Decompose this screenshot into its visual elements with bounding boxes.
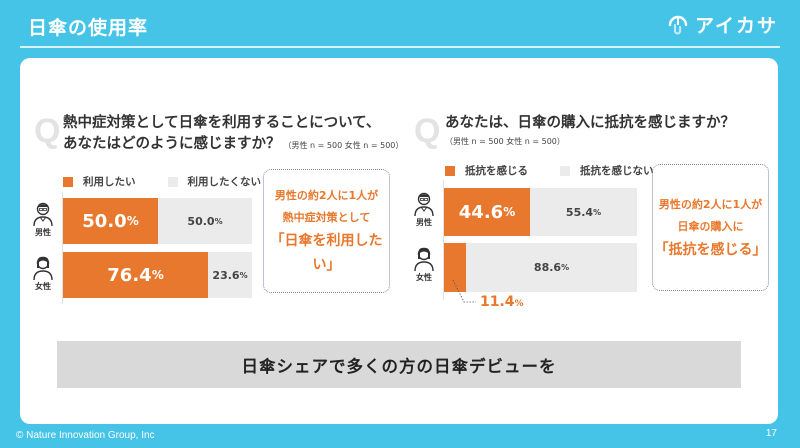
callout-line: 日傘の購入に xyxy=(677,219,744,233)
bar-segment-no: 88.6% xyxy=(466,243,637,292)
legend-item: 利用したい xyxy=(63,174,136,189)
bar-segment-no: 55.4% xyxy=(530,188,637,236)
right-callout: 男性の約2人に1人が 日傘の購入に 「抵抗を感じる」 xyxy=(652,164,769,291)
row-label: 女性 xyxy=(35,282,51,291)
copyright-text: © Nature Innovation Group, Inc xyxy=(16,430,155,441)
right-sample-note: （男性 n = 500 女性 n = 500） xyxy=(445,137,565,146)
left-sample-note: （男性 n = 500 女性 n = 500） xyxy=(283,141,404,150)
row-label: 男性 xyxy=(416,218,432,227)
legend-swatch-orange xyxy=(63,176,73,187)
legend-swatch-orange xyxy=(445,165,455,176)
value-label: 76.4 xyxy=(107,264,152,286)
female-person-icon xyxy=(33,256,53,281)
male-person-icon xyxy=(33,202,53,227)
value-label: 50.0 xyxy=(82,210,127,232)
female-resist-value: 11.4% xyxy=(480,294,524,310)
callout-line: 男性の約2人に1人が xyxy=(658,197,763,211)
left-question: 熱中症対策として日傘を利用することについて、 あなたはどのように感じますか？ （男… xyxy=(63,113,403,156)
q-mark-left: Q xyxy=(34,112,61,150)
right-bar-male: 44.6% 55.4% xyxy=(444,188,637,236)
value-label: 11.4 xyxy=(480,294,515,310)
left-row-male-person: 男性 xyxy=(32,201,54,238)
summary-banner: 日傘シェアで多くの方の日傘デビューを xyxy=(57,341,741,388)
pct-sign: % xyxy=(561,263,570,272)
row-label: 男性 xyxy=(35,228,51,237)
bar-segment-yes: 76.4% xyxy=(63,252,208,298)
legend-item: 抵抗を感じる xyxy=(445,163,528,178)
value-label: 88.6 xyxy=(533,261,562,274)
right-bar-female: 88.6% xyxy=(444,243,637,292)
legend-label: 抵抗を感じない xyxy=(580,165,654,177)
legend-label: 抵抗を感じる xyxy=(465,165,528,177)
bar-segment-no: 23.6% xyxy=(208,252,252,298)
callout-emphasis: 「日傘を利用したい」 xyxy=(270,233,383,273)
legend-swatch-gray xyxy=(560,165,570,176)
female-person-icon xyxy=(414,247,434,272)
legend-item: 利用したくない xyxy=(167,174,262,189)
legend-label: 利用したくない xyxy=(187,176,262,188)
pct-sign: % xyxy=(151,268,164,282)
bar-segment-no: 50.0% xyxy=(158,198,252,244)
pct-sign: % xyxy=(593,207,602,217)
right-row-female-person: 女性 xyxy=(413,246,435,283)
umbrella-handle-icon xyxy=(668,15,688,35)
page-title: 日傘の使用率 xyxy=(28,17,149,39)
left-bar-male: 50.0% 50.0% xyxy=(63,198,252,244)
brand-logo: アイカサ xyxy=(667,11,778,38)
value-label: 23.6 xyxy=(212,268,240,282)
legend-swatch-gray xyxy=(167,176,178,187)
value-label: 44.6 xyxy=(458,201,504,223)
left-bar-female: 76.4% 23.6% xyxy=(63,252,252,298)
pct-sign: % xyxy=(214,216,223,226)
logo-text: アイカサ xyxy=(694,15,778,37)
legend-label: 利用したい xyxy=(83,176,136,188)
pct-sign: % xyxy=(503,205,516,219)
right-axis xyxy=(443,180,444,300)
value-label: 55.4 xyxy=(565,205,594,219)
right-question: あなたは、日傘の購入に抵抗を感じますか？ xyxy=(445,115,735,131)
right-legend: 抵抗を感じる 抵抗を感じない xyxy=(445,163,686,178)
left-legend: 利用したい 利用したくない xyxy=(63,174,293,189)
male-person-icon xyxy=(414,192,434,217)
left-question-line1: 熱中症対策として日傘を利用することについて、 xyxy=(63,115,381,131)
pct-sign: % xyxy=(126,214,139,228)
row-label: 女性 xyxy=(416,273,432,282)
leader-line xyxy=(452,279,476,303)
left-question-line2: あなたはどのように感じますか？ xyxy=(63,136,281,152)
callout-line: 男性の約2人に1人が xyxy=(274,189,379,202)
left-axis xyxy=(62,192,63,304)
value-label: 50.0 xyxy=(187,214,215,228)
pct-sign: % xyxy=(239,270,248,280)
q-mark-right: Q xyxy=(414,112,441,150)
header-divider xyxy=(20,46,780,48)
callout-line: 熱中症対策として xyxy=(282,211,371,224)
callout-emphasis: 「抵抗を感じる」 xyxy=(654,241,767,258)
bar-segment-yes: 44.6% xyxy=(444,188,530,236)
legend-item: 抵抗を感じない xyxy=(560,163,654,178)
bar-segment-yes: 50.0% xyxy=(63,198,158,244)
pct-sign: % xyxy=(514,299,524,309)
page-number: 17 xyxy=(765,428,777,439)
left-callout: 男性の約2人に1人が 熱中症対策として 「日傘を利用したい」 xyxy=(263,169,390,293)
left-row-female-person: 女性 xyxy=(32,255,54,292)
bar-segment-yes xyxy=(444,243,466,292)
right-row-male-person: 男性 xyxy=(413,191,435,228)
